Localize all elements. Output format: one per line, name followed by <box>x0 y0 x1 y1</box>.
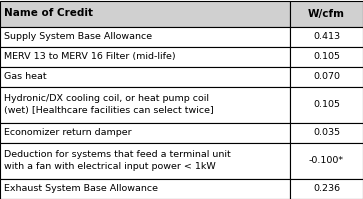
Bar <box>290 179 363 198</box>
Bar <box>0 142 290 179</box>
Text: Gas heat: Gas heat <box>4 72 46 81</box>
Bar <box>0 87 290 123</box>
Bar <box>290 47 363 66</box>
Bar <box>290 87 363 123</box>
Text: 0.035: 0.035 <box>313 128 340 137</box>
Text: Deduction for systems that feed a terminal unit
with a fan with electrical input: Deduction for systems that feed a termin… <box>4 150 231 171</box>
Text: W/cfm: W/cfm <box>308 9 345 19</box>
Text: 0.105: 0.105 <box>313 52 340 61</box>
Text: 0.236: 0.236 <box>313 184 340 193</box>
Text: Economizer return damper: Economizer return damper <box>4 128 132 137</box>
Bar <box>0 47 290 66</box>
Text: Exhaust System Base Allowance: Exhaust System Base Allowance <box>4 184 158 193</box>
Text: 0.105: 0.105 <box>313 100 340 109</box>
Bar <box>0 66 290 87</box>
Text: MERV 13 to MERV 16 Filter (mid-life): MERV 13 to MERV 16 Filter (mid-life) <box>4 52 176 61</box>
Text: Hydronic/DX cooling coil, or heat pump coil
(wet) [Healthcare facilities can sel: Hydronic/DX cooling coil, or heat pump c… <box>4 95 214 115</box>
Text: 0.413: 0.413 <box>313 32 340 41</box>
Bar <box>290 123 363 142</box>
Bar <box>0 179 290 198</box>
Bar <box>290 142 363 179</box>
Text: Supply System Base Allowance: Supply System Base Allowance <box>4 32 152 41</box>
Bar <box>0 26 290 47</box>
Bar <box>0 1 290 26</box>
Bar <box>0 123 290 142</box>
Bar <box>290 66 363 87</box>
Bar <box>290 1 363 26</box>
Text: Name of Credit: Name of Credit <box>4 9 93 19</box>
Text: -0.100*: -0.100* <box>309 156 344 165</box>
Text: 0.070: 0.070 <box>313 72 340 81</box>
Bar <box>290 26 363 47</box>
